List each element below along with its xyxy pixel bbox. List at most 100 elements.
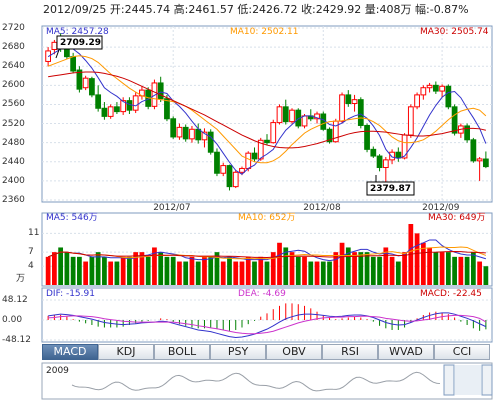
- tab-macd[interactable]: MACD: [42, 344, 98, 360]
- volume-bar: [339, 242, 345, 285]
- candle-body: [420, 87, 427, 96]
- candle-body: [70, 56, 77, 72]
- candle-body: [289, 109, 295, 123]
- volume-bar: [295, 256, 301, 285]
- volume-bar: [314, 261, 320, 285]
- high-callout-text: 2709.29: [60, 38, 101, 48]
- volume-bar: [433, 252, 439, 285]
- macd-dea-line: [48, 314, 487, 335]
- volume-bar: [202, 256, 207, 285]
- candle-body: [220, 165, 227, 174]
- candle-body: [282, 106, 289, 123]
- volume-bar: [470, 252, 476, 285]
- candle-body: [107, 106, 114, 117]
- quote-header: 2012/09/25 开:2445.74 高:2461.57 低:2426.72…: [43, 2, 469, 18]
- macd-panel-frame: [41, 287, 493, 343]
- volume-bar: [64, 252, 70, 285]
- tab-wvad[interactable]: WVAD: [378, 344, 434, 360]
- volume-bar: [158, 252, 164, 285]
- macd-dif-label: DIF: -15.91: [46, 289, 95, 299]
- volume-y-tick: 11: [28, 228, 40, 239]
- volume-bar: [258, 256, 264, 285]
- high-value: 2461.57: [188, 3, 234, 16]
- candle-body: [126, 100, 133, 111]
- price-y-tick: 2480: [2, 137, 25, 148]
- overview-left-handle[interactable]: [443, 364, 455, 396]
- volume-bar: [464, 256, 470, 285]
- volume-bar: [114, 261, 120, 285]
- volume-bar: [352, 252, 357, 285]
- price-ma30-label: MA30: 2505.74: [420, 27, 489, 37]
- price-y-tick: 2640: [2, 61, 25, 72]
- price-y-tick: 2520: [2, 118, 25, 129]
- tab-obv[interactable]: OBV: [266, 344, 322, 360]
- volume-bar: [477, 261, 482, 285]
- volume-bar: [420, 242, 426, 285]
- price-y-tick: 2680: [2, 42, 25, 53]
- candle-body: [270, 122, 277, 144]
- volume-bar: [345, 247, 351, 285]
- candle-body: [76, 69, 83, 90]
- macd-y-tick: -48.12: [2, 335, 32, 345]
- overview-right-handle[interactable]: [481, 364, 493, 396]
- change-value: -0.87%: [429, 3, 469, 16]
- candle-body: [432, 84, 439, 92]
- volume-bar: [164, 256, 170, 285]
- volume-bar: [77, 256, 82, 285]
- candle-body: [182, 126, 189, 140]
- volume-bar: [264, 261, 270, 285]
- volume-bar: [370, 256, 376, 285]
- price-ma30-line: [48, 71, 486, 149]
- price-panel-frame: [41, 25, 493, 203]
- overview-year-label: 2009: [46, 366, 69, 376]
- volume-bar: [245, 256, 251, 285]
- volume-bar: [452, 256, 457, 285]
- candle-body: [357, 99, 364, 126]
- volume-bar: [83, 261, 89, 285]
- candle-body: [51, 41, 58, 50]
- candle-body: [301, 115, 308, 127]
- tab-psy[interactable]: PSY: [210, 344, 266, 360]
- volume-ma30-line: [47, 251, 486, 258]
- volume-bar: [389, 256, 395, 285]
- candle-body: [214, 151, 220, 174]
- volume-bar: [289, 252, 295, 285]
- tab-kdj[interactable]: KDJ: [98, 344, 154, 360]
- volume-label: 量:: [364, 3, 380, 16]
- candle-body: [426, 84, 433, 89]
- candle-body: [382, 159, 389, 169]
- volume-bar: [145, 256, 151, 285]
- high-label: 高:: [173, 3, 189, 16]
- volume-bar: [227, 256, 232, 285]
- volume-bar: [239, 261, 245, 285]
- candle-body: [64, 48, 70, 58]
- price-x-tick: 2012/08: [303, 203, 341, 213]
- candle-body: [376, 155, 383, 169]
- price-y-tick: 2360: [2, 195, 25, 205]
- close-value: 2429.92: [315, 3, 362, 16]
- candle-body: [114, 106, 120, 113]
- volume-bar: [270, 252, 276, 285]
- volume-panel-frame: [41, 212, 493, 287]
- candle-body: [482, 158, 489, 168]
- candle-body: [89, 78, 95, 96]
- candle-body: [476, 158, 483, 162]
- candle-body: [414, 94, 420, 108]
- volume-bar: [302, 256, 307, 285]
- overview-selection[interactable]: [454, 365, 482, 395]
- tab-rsi[interactable]: RSI: [322, 344, 378, 360]
- candle-body: [464, 125, 470, 141]
- candle-body: [201, 131, 208, 141]
- volume-bar: [183, 261, 189, 285]
- candle-body: [132, 95, 139, 111]
- candle-body: [470, 139, 477, 162]
- volume-bar: [127, 256, 132, 285]
- volume-bar: [358, 252, 364, 285]
- volume-bar: [139, 252, 145, 285]
- tab-cci[interactable]: CCI: [434, 344, 490, 360]
- volume-bar: [320, 261, 326, 285]
- macd-dif-line: [48, 312, 487, 338]
- tab-boll[interactable]: BOLL: [154, 344, 210, 360]
- open-value: 2445.74: [124, 3, 171, 16]
